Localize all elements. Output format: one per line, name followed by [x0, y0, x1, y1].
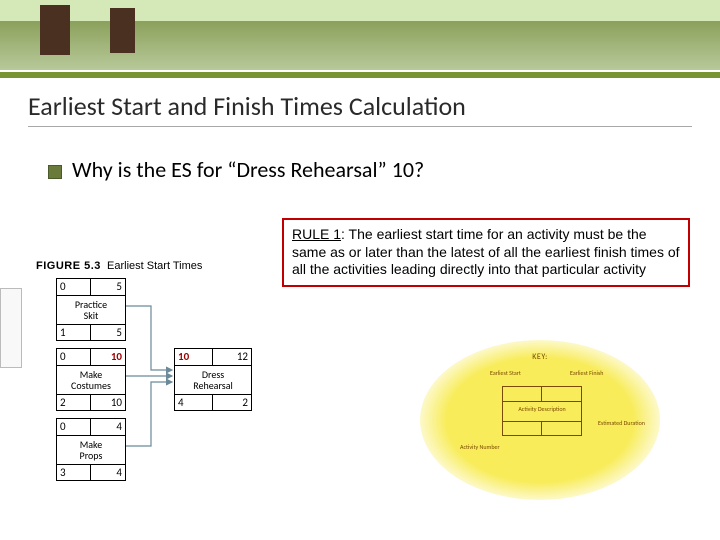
activity-node-costumes: 010MakeCostumes210 — [56, 348, 126, 411]
page-title: Earliest Start and Finish Times Calculat… — [28, 90, 466, 122]
bullet-icon — [48, 165, 62, 179]
header-banner — [0, 0, 720, 70]
activity-node-props: 04MakeProps34 — [56, 418, 126, 481]
legend-label-id: Activity Number — [460, 444, 500, 451]
subtitle: Why is the ES for “Dress Rehearsal” 10? — [72, 156, 424, 183]
rule-callout: RULE 1: The earliest start time for an a… — [282, 218, 690, 287]
activity-node-rehearsal: 1012DressRehearsal42 — [174, 348, 252, 411]
legend-title: KEY: — [532, 352, 548, 362]
network-diagram: 05PracticeSkit15 010MakeCostumes210 04Make… — [56, 278, 316, 498]
activity-node-skit: 05PracticeSkit15 — [56, 278, 126, 341]
legend-desc: Activity Description — [503, 401, 581, 421]
figure-caption: FIGURE 5.3 Earliest Start Times — [36, 260, 202, 272]
legend-label-es: Earliest Start — [490, 370, 521, 377]
legend-label-dur: Estimated Duration — [598, 420, 645, 427]
figure-caption-number: FIGURE 5.3 — [36, 260, 101, 272]
slide-deco-left — [0, 288, 22, 368]
legend-key: KEY: Activity Description Earliest Start… — [420, 340, 660, 500]
header-accent-band — [0, 72, 720, 78]
title-underline — [28, 126, 692, 127]
legend-label-ef: Earliest Finish — [570, 370, 603, 377]
figure-caption-title: Earliest Start Times — [107, 260, 202, 272]
rule-text: : The earliest start time for an activit… — [292, 226, 680, 277]
legend-node: Activity Description — [502, 386, 582, 436]
rule-label: RULE 1 — [292, 226, 341, 242]
